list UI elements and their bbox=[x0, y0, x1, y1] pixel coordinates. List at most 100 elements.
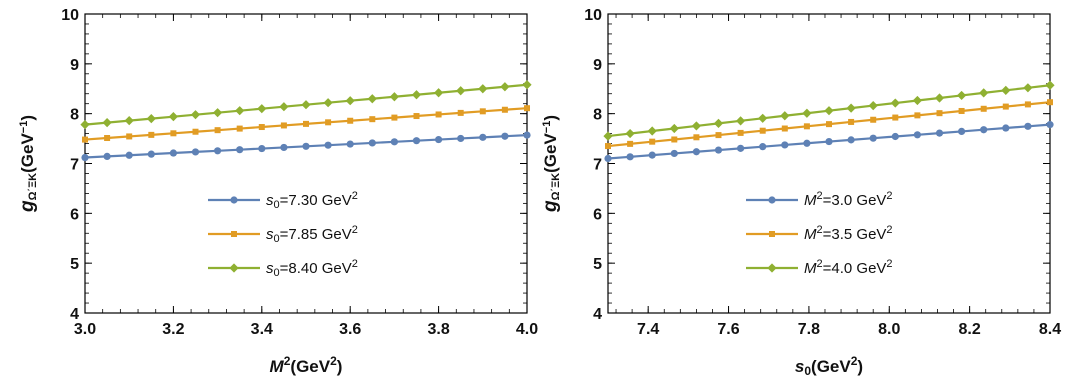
x-tick-label: 8.4 bbox=[1039, 321, 1061, 338]
data-point bbox=[958, 107, 965, 114]
data-point bbox=[957, 90, 967, 101]
data-point bbox=[501, 106, 508, 113]
legend-label-value: =3.0 GeV bbox=[823, 192, 887, 209]
data-point bbox=[169, 149, 177, 157]
y-tick-label: 8 bbox=[70, 107, 79, 124]
data-point bbox=[691, 121, 701, 131]
y-axis-title-var: g bbox=[17, 200, 38, 213]
data-point bbox=[1002, 103, 1009, 110]
x-tick-label: 7.4 bbox=[637, 321, 659, 338]
data-point bbox=[1002, 124, 1010, 132]
y-tick-label: 7 bbox=[70, 157, 79, 174]
y-axis-title-unit: (GeV bbox=[541, 133, 560, 173]
data-point bbox=[258, 124, 265, 131]
data-point bbox=[670, 149, 678, 158]
y-tick-label: 10 bbox=[584, 7, 602, 24]
data-point bbox=[714, 146, 723, 154]
legend-marker bbox=[769, 231, 775, 237]
legend-label: M2=3.5 GeV2 bbox=[804, 224, 893, 243]
x-axis-title-tail: ) bbox=[857, 357, 863, 376]
data-point bbox=[390, 138, 398, 146]
data-point bbox=[604, 154, 612, 163]
data-point bbox=[81, 153, 89, 162]
data-point bbox=[456, 86, 466, 96]
legend-label-var: M bbox=[804, 192, 817, 209]
legend-label-var: s bbox=[266, 226, 274, 243]
legend-marker bbox=[768, 196, 776, 204]
legend-label-var: M bbox=[804, 226, 817, 243]
data-point bbox=[457, 109, 464, 116]
x-axis-title-unit-sup: 2 bbox=[851, 354, 858, 368]
data-point bbox=[759, 143, 767, 151]
data-point bbox=[758, 113, 768, 123]
data-point bbox=[1045, 80, 1055, 90]
data-point bbox=[478, 84, 488, 94]
data-point bbox=[890, 98, 900, 108]
y-tick-label: 10 bbox=[61, 7, 79, 24]
data-point bbox=[192, 128, 199, 135]
data-point bbox=[892, 114, 899, 121]
series-3: s0=8.40 GeV2 bbox=[80, 80, 532, 279]
legend-label-sup: 2 bbox=[352, 190, 358, 202]
data-point bbox=[781, 141, 789, 149]
x-tick-label: 3.8 bbox=[427, 321, 449, 338]
data-point bbox=[891, 132, 899, 141]
data-point bbox=[103, 152, 111, 160]
data-point bbox=[389, 92, 399, 102]
data-point bbox=[391, 114, 398, 121]
data-point bbox=[367, 94, 377, 104]
legend-marker bbox=[767, 263, 777, 273]
x-tick-label: 3.6 bbox=[339, 321, 361, 338]
legend-label-sup: 2 bbox=[886, 258, 892, 270]
y-axis-title-unit-sup: −1 bbox=[18, 121, 30, 134]
data-point bbox=[802, 108, 812, 118]
legend-label-sup-var: 2 bbox=[817, 190, 823, 202]
data-point bbox=[257, 104, 267, 114]
data-point bbox=[479, 133, 487, 141]
legend-label-var: s bbox=[266, 192, 274, 209]
legend-label-value: =4.0 GeV bbox=[823, 260, 887, 277]
data-point bbox=[649, 138, 656, 145]
data-point bbox=[1047, 99, 1053, 106]
series-3: M2=4.0 GeV2 bbox=[603, 80, 1055, 277]
data-point bbox=[781, 125, 788, 132]
data-point bbox=[104, 135, 111, 142]
data-point bbox=[280, 143, 288, 152]
data-point bbox=[1023, 83, 1033, 93]
data-point bbox=[346, 140, 354, 148]
data-point bbox=[279, 102, 289, 112]
y-tick-label: 5 bbox=[593, 256, 602, 273]
x-axis-title-var: M bbox=[270, 357, 285, 376]
legend-label-var: M bbox=[804, 260, 817, 277]
legend-label-sup: 2 bbox=[352, 224, 358, 236]
x-axis-title-unit: (GeV bbox=[290, 357, 330, 376]
x-tick-label: 3.4 bbox=[251, 321, 273, 338]
y-axis-title-unit-sup: −1 bbox=[541, 121, 553, 134]
legend-label-sub: 0 bbox=[274, 233, 280, 245]
data-point bbox=[435, 111, 442, 118]
data-point bbox=[647, 126, 657, 136]
y-tick-label: 6 bbox=[593, 206, 602, 223]
legend-label: s0=7.30 GeV2 bbox=[266, 190, 358, 211]
y-axis-title: gΩ΄ΞK(GeV−1) bbox=[540, 115, 562, 213]
data-point bbox=[1024, 101, 1031, 108]
y-tick-label: 9 bbox=[593, 57, 602, 74]
data-point bbox=[82, 136, 88, 143]
series-2: s0=7.85 GeV2 bbox=[82, 105, 530, 245]
y-axis-title-sub: Ω΄ΞK bbox=[550, 173, 562, 201]
y-axis-title-unit: (GeV bbox=[18, 133, 37, 173]
data-point bbox=[258, 144, 266, 153]
legend-label: s0=7.85 GeV2 bbox=[266, 224, 358, 245]
data-point bbox=[847, 136, 855, 144]
x-axis-title-tail: ) bbox=[337, 357, 343, 376]
data-point bbox=[435, 135, 443, 144]
x-axis-title: M2(GeV2) bbox=[270, 354, 343, 376]
data-point bbox=[434, 88, 444, 98]
data-point bbox=[715, 132, 722, 139]
legend-marker bbox=[229, 263, 239, 273]
data-point bbox=[80, 120, 90, 130]
